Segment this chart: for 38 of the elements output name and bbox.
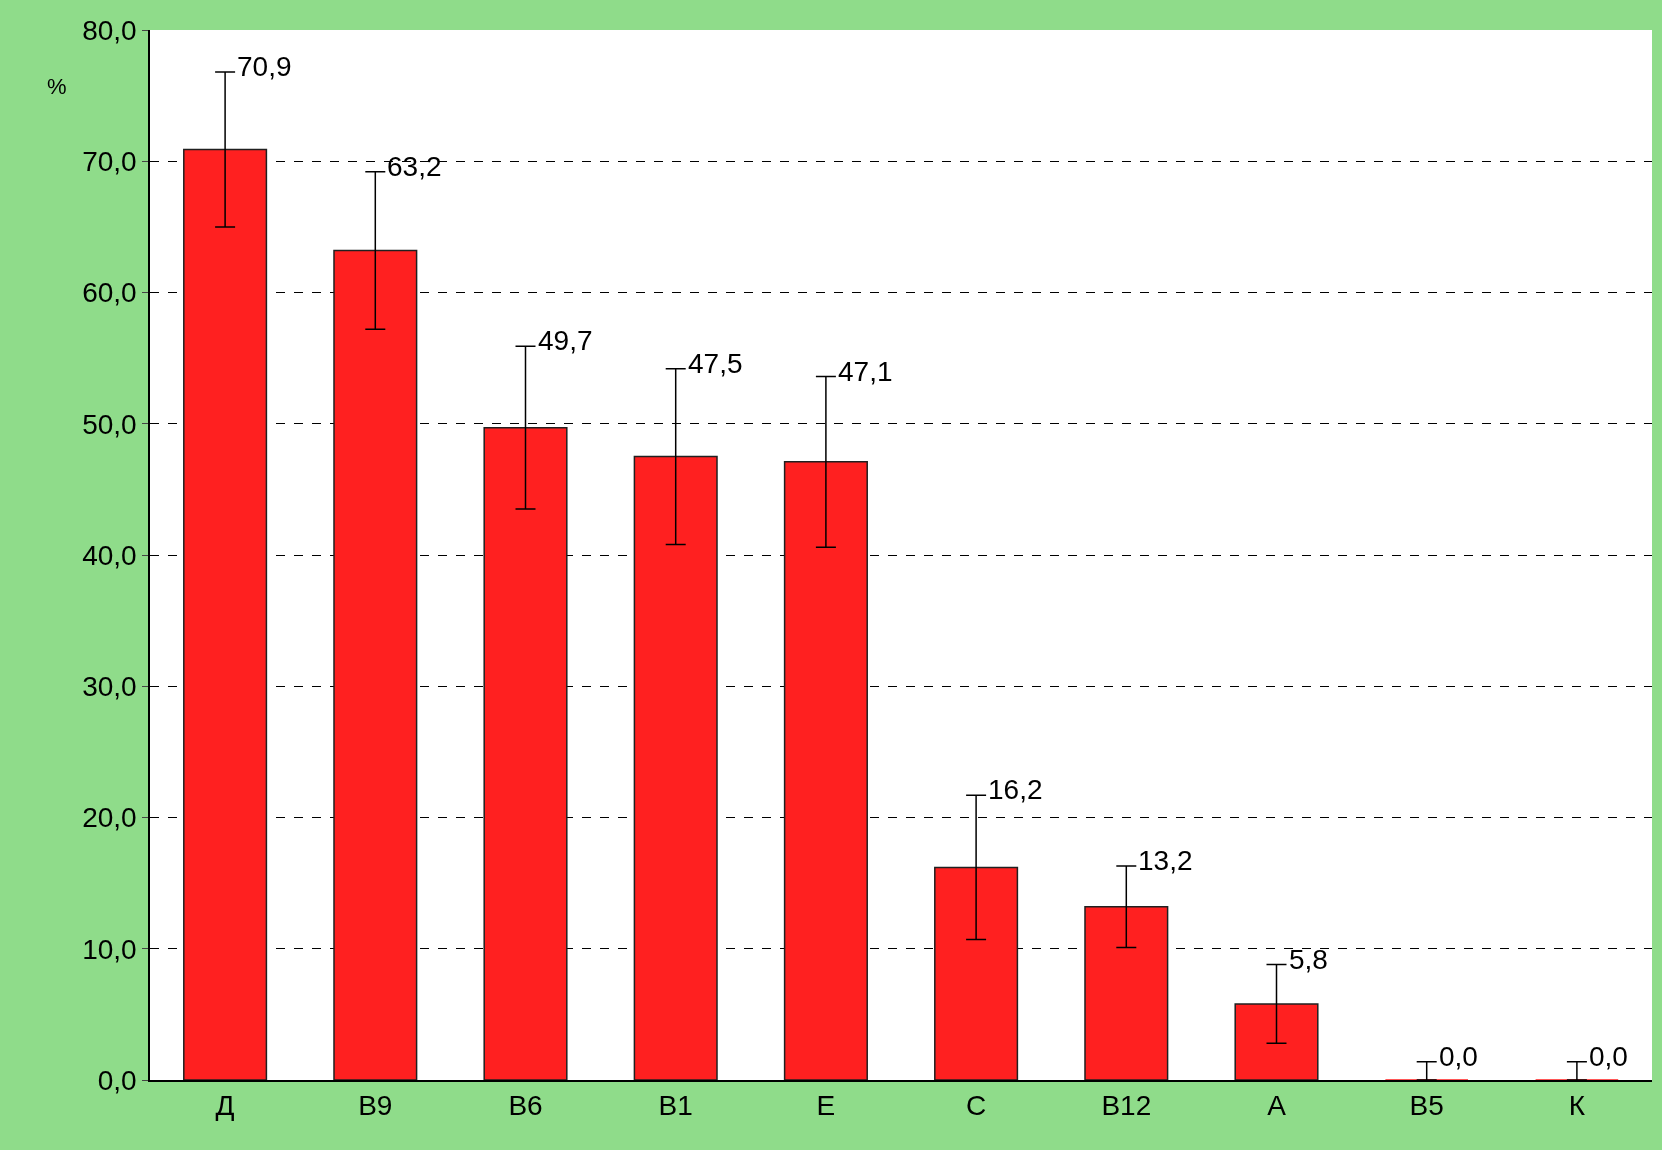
- data-label: 0,0: [1439, 1041, 1478, 1072]
- data-label: 13,2: [1138, 845, 1193, 876]
- data-label: 49,7: [538, 325, 593, 356]
- data-label: 63,2: [387, 151, 442, 182]
- data-label: 5,8: [1289, 944, 1328, 975]
- bar: [333, 249, 418, 1080]
- x-tick-label: Е: [816, 1090, 836, 1122]
- bar: [783, 461, 868, 1080]
- y-tick-label: 60,0: [82, 277, 137, 309]
- y-tick-label: 70,0: [82, 146, 137, 178]
- x-tick-label: В6: [508, 1090, 543, 1122]
- y-tick-label: 0,0: [97, 1064, 137, 1096]
- x-tick-label: А: [1267, 1090, 1287, 1122]
- data-label: 70,9: [237, 51, 292, 82]
- data-label: 47,1: [838, 356, 893, 387]
- bar: [1084, 906, 1169, 1080]
- bar: [183, 148, 268, 1080]
- y-axis-title: %: [47, 74, 67, 99]
- x-tick-label: В5: [1409, 1090, 1444, 1122]
- bar: [483, 426, 568, 1080]
- y-tick-label: 80,0: [82, 14, 137, 46]
- data-label: 47,5: [688, 348, 743, 379]
- y-tick-label: 10,0: [82, 933, 137, 965]
- y-tick-label: 20,0: [82, 802, 137, 834]
- y-tick-label: 40,0: [82, 539, 137, 571]
- x-tick-label: В1: [658, 1090, 693, 1122]
- data-label: 16,2: [988, 774, 1043, 805]
- x-tick-label: Д: [215, 1090, 235, 1122]
- x-tick-label: К: [1568, 1090, 1586, 1122]
- bar: [1234, 1003, 1319, 1080]
- data-label: 0,0: [1589, 1041, 1628, 1072]
- x-tick-label: В9: [358, 1090, 393, 1122]
- x-tick-label: С: [965, 1090, 987, 1122]
- bar: [934, 866, 1019, 1080]
- bar: [633, 455, 718, 1080]
- y-tick-label: 30,0: [82, 671, 137, 703]
- y-tick-label: 50,0: [82, 408, 137, 440]
- x-tick-label: В12: [1101, 1090, 1152, 1122]
